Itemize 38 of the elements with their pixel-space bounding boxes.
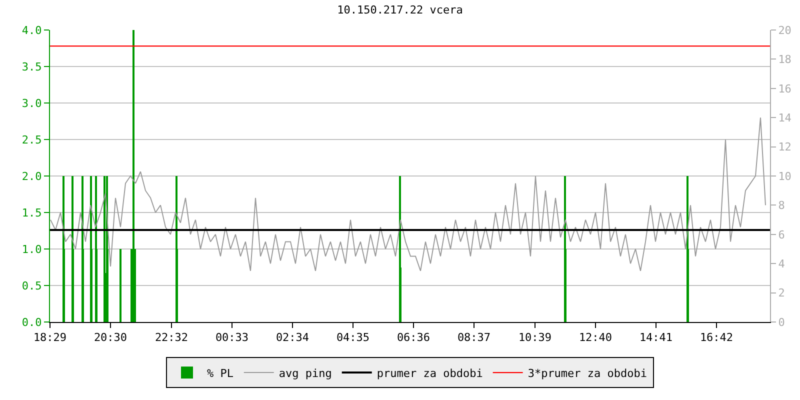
y2-tick-label: 16: [778, 82, 792, 96]
y-tick-label: 0.5: [22, 279, 42, 292]
x-tick-label: 00:33: [215, 331, 249, 344]
y2-tick-label: 8: [778, 199, 785, 212]
y2-tick-label: 20: [778, 24, 792, 37]
y-tick-label: 4.0: [22, 24, 42, 37]
x-tick-label: 10:39: [518, 331, 552, 344]
y2-tick-label: 10: [778, 170, 792, 183]
legend-label: 3*prumer za obdobi: [528, 366, 648, 380]
chart-title: 10.150.217.22 vcera: [337, 4, 463, 17]
y2-tick-label: 0: [778, 316, 785, 329]
y-tick-label: 3.5: [22, 60, 42, 74]
y-tick-label: 1.5: [22, 206, 42, 220]
x-tick-label: 08:37: [457, 331, 491, 344]
y2-tick-label: 12: [778, 140, 792, 154]
x-tick-label: 16:42: [700, 331, 734, 344]
y-tick-label: 2.0: [22, 170, 42, 183]
line-series: [50, 117, 766, 272]
x-tick-label: 06:36: [396, 331, 430, 344]
y-tick-label: 3.0: [22, 96, 42, 110]
y2-tick-label: 18: [778, 53, 792, 66]
y-tick-label: 1.0: [22, 242, 42, 256]
x-tick-label: 22:32: [154, 331, 188, 344]
y2-tick-label: 4: [778, 257, 786, 270]
legend-label: prumer za obdobi: [376, 366, 483, 380]
x-tick-label: 12:40: [578, 331, 612, 344]
x-tick-label: 20:30: [94, 331, 128, 344]
y2-tick-label: 6: [778, 228, 785, 242]
y-tick-label: 0.0: [22, 316, 42, 329]
y-tick-label: 2.5: [22, 133, 42, 146]
x-tick-label: 14:41: [639, 331, 673, 344]
x-tick-label: 02:34: [276, 331, 310, 344]
y2-tick-label: 14: [778, 111, 792, 124]
x-tick-label: 18:29: [33, 331, 67, 344]
legend-label: avg ping: [278, 366, 332, 380]
y2-tick-label: 2: [778, 286, 785, 300]
x-tick-label: 04:35: [336, 331, 370, 344]
legend-label: % PL: [207, 366, 234, 380]
